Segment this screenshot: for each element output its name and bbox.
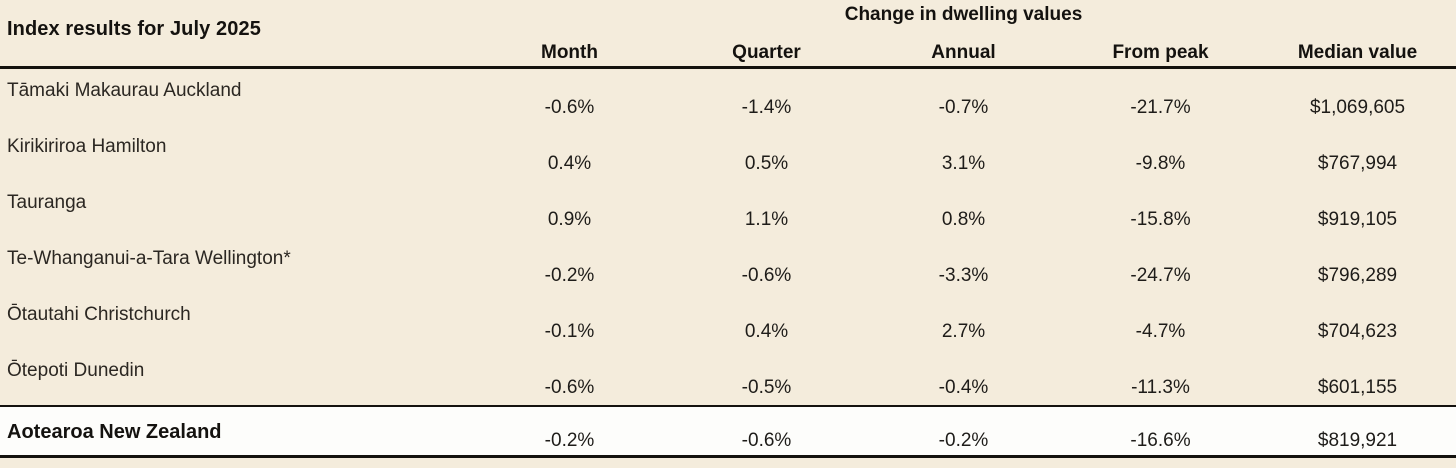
footer-strip [0, 458, 1456, 468]
cell-quarter: -0.6% [741, 265, 792, 286]
column-headers: Month Quarter Annual From peak Median va… [471, 34, 1456, 64]
cell-quarter: -0.6% [741, 430, 792, 451]
cell-annual: 2.7% [941, 321, 986, 342]
cell-month: -0.2% [544, 430, 595, 451]
cell-month: -0.2% [544, 265, 595, 286]
cell-median: $819,921 [1317, 430, 1398, 451]
col-header-from-peak: From peak [1112, 42, 1209, 63]
table-row-christchurch: Ōtautahi Christchurch -0.1% 0.4% 2.7% -4… [0, 293, 1456, 349]
cell-quarter: -0.5% [741, 377, 792, 398]
row-label: Ōtepoti Dunedin [7, 360, 145, 381]
header-divider [0, 66, 1456, 69]
cell-median: $796,289 [1317, 265, 1398, 286]
page-title: Index results for July 2025 [7, 18, 261, 40]
cell-quarter: 1.1% [744, 209, 789, 230]
cell-quarter: -1.4% [741, 97, 792, 118]
cell-median: $767,994 [1317, 153, 1398, 174]
table-row-dunedin: Ōtepoti Dunedin -0.6% -0.5% -0.4% -11.3%… [0, 349, 1456, 405]
header-right: Change in dwelling values Month Quarter … [471, 0, 1456, 66]
cell-month: -0.1% [544, 321, 595, 342]
cell-month: 0.4% [547, 153, 592, 174]
cell-annual: -0.7% [938, 97, 989, 118]
col-header-quarter: Quarter [732, 42, 801, 63]
bottom-divider [0, 455, 1456, 458]
group-header: Change in dwelling values [844, 4, 1083, 25]
table-row-hamilton: Kirikiriroa Hamilton 0.4% 0.5% 3.1% -9.8… [0, 125, 1456, 181]
row-label: Ōtautahi Christchurch [7, 304, 191, 325]
cell-from-peak: -21.7% [1130, 97, 1191, 118]
cell-from-peak: -16.6% [1130, 430, 1191, 451]
cell-median: $704,623 [1317, 321, 1398, 342]
cell-month: -0.6% [544, 377, 595, 398]
row-label: Tāmaki Makaurau Auckland [7, 80, 242, 101]
cell-from-peak: -4.7% [1135, 321, 1186, 342]
row-label: Tauranga [7, 192, 87, 213]
cell-from-peak: -15.8% [1130, 209, 1191, 230]
cell-annual: -3.3% [938, 265, 989, 286]
table-row-auckland: Tāmaki Makaurau Auckland -0.6% -1.4% -0.… [0, 69, 1456, 125]
cell-from-peak: -11.3% [1131, 377, 1190, 398]
cell-median: $919,105 [1317, 209, 1398, 230]
total-row-divider [0, 405, 1456, 407]
col-header-annual: Annual [931, 42, 996, 63]
cell-median: $1,069,605 [1309, 97, 1406, 118]
cell-annual: 3.1% [941, 153, 986, 174]
cell-annual: 0.8% [941, 209, 986, 230]
cell-month: 0.9% [547, 209, 592, 230]
cell-month: -0.6% [544, 97, 595, 118]
table-row-tauranga: Tauranga 0.9% 1.1% 0.8% -15.8% $919,105 [0, 181, 1456, 237]
table-header: Index results for July 2025 Change in dw… [0, 0, 1456, 66]
row-label: Te-Whanganui-a-Tara Wellington* [7, 248, 291, 269]
table-row-wellington: Te-Whanganui-a-Tara Wellington* -0.2% -0… [0, 237, 1456, 293]
cell-quarter: 0.4% [744, 321, 789, 342]
row-label: Kirikiriroa Hamilton [7, 136, 167, 157]
row-label: Aotearoa New Zealand [7, 421, 222, 443]
cell-annual: -0.2% [938, 430, 989, 451]
cell-quarter: 0.5% [744, 153, 789, 174]
col-header-median-value: Median value [1297, 42, 1418, 63]
cell-from-peak: -24.7% [1130, 265, 1191, 286]
cell-from-peak: -9.8% [1135, 153, 1186, 174]
cell-median: $601,155 [1317, 377, 1398, 398]
col-header-month: Month [541, 42, 598, 63]
table-row-new-zealand-total: Aotearoa New Zealand -0.2% -0.6% -0.2% -… [0, 407, 1456, 455]
cell-annual: -0.4% [938, 377, 989, 398]
